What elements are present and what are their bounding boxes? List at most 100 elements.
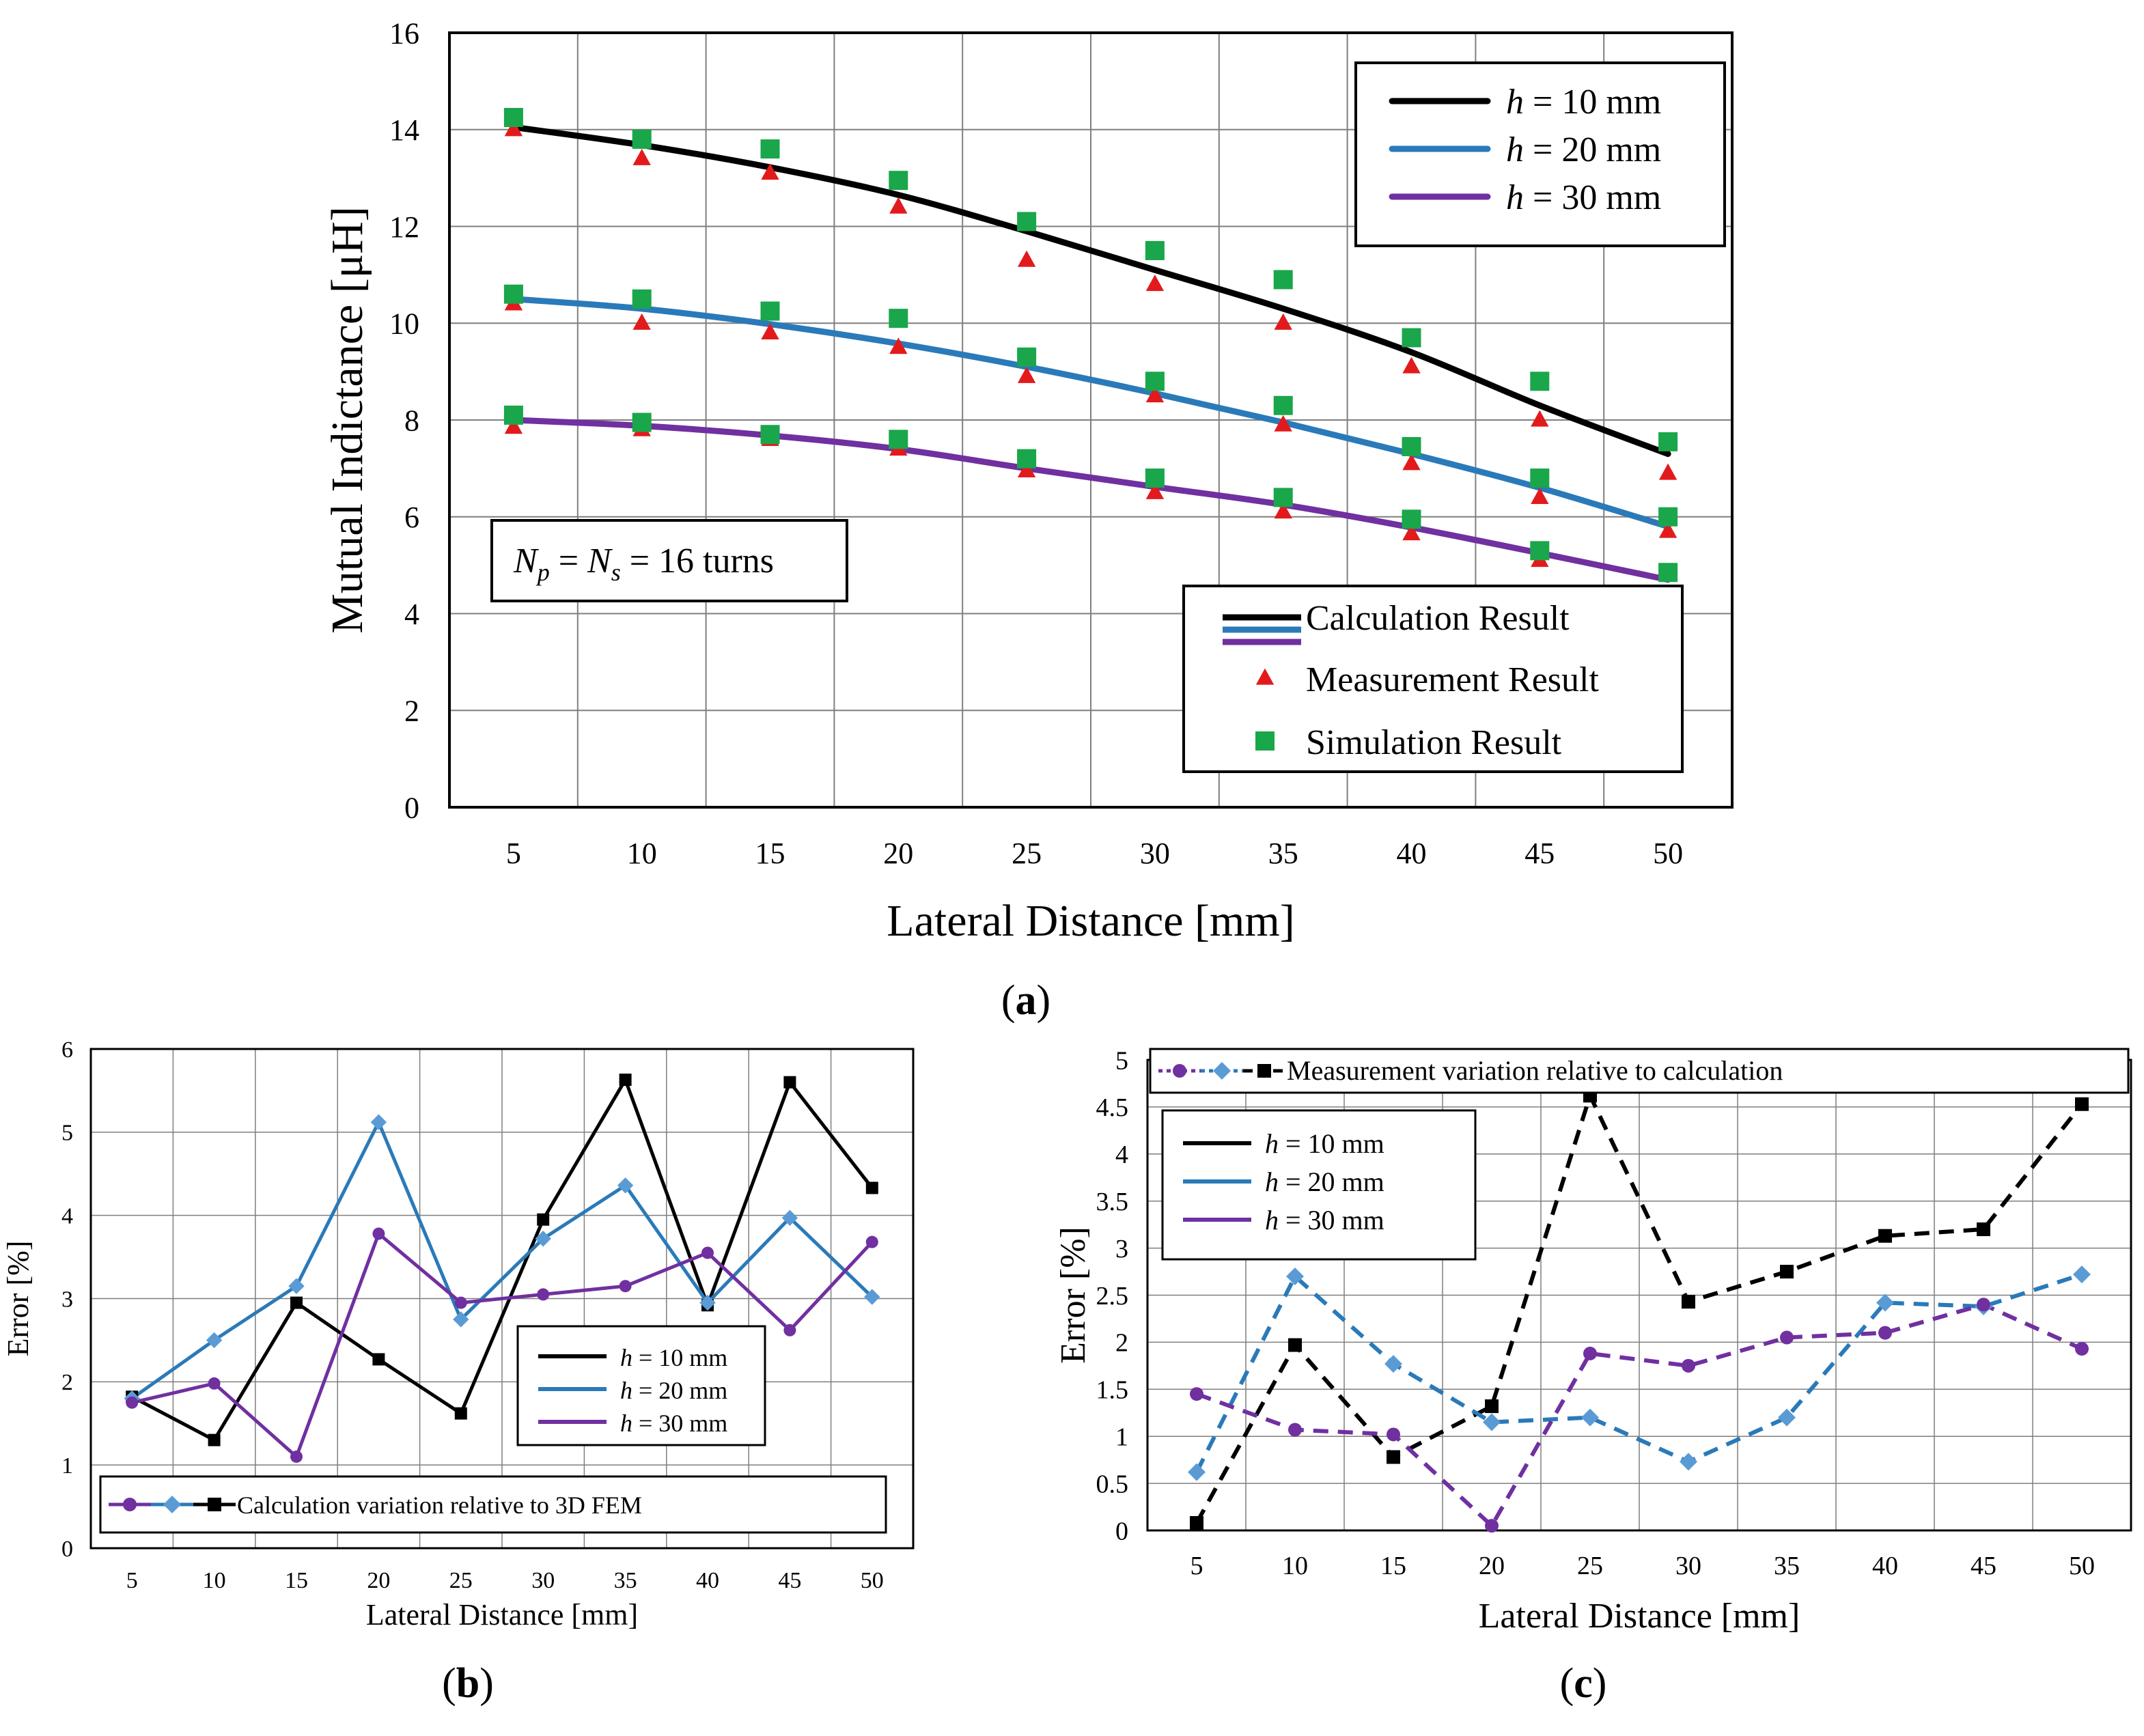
data-point-h30 (1878, 1326, 1892, 1340)
y-tick-label: 8 (404, 404, 419, 437)
legend-box (1354, 61, 1726, 247)
x-tick-label: 20 (367, 1568, 390, 1593)
data-point-h30 (865, 1235, 878, 1248)
series-markers (124, 1074, 880, 1463)
y-tick-label: 4 (404, 598, 419, 631)
y-tick-label: 0 (404, 791, 419, 824)
legend-entry: h = 30 mm (1265, 1205, 1384, 1235)
simulation-point (503, 284, 523, 304)
legend-entry: h = 20 mm (620, 1377, 727, 1404)
y-tick-label: 4 (1115, 1140, 1128, 1169)
data-point-h20 (2073, 1265, 2091, 1284)
x-tick-label: 20 (1479, 1552, 1505, 1580)
equals: = (550, 542, 587, 580)
panel-letter: b (456, 1660, 479, 1707)
legend-label: = 20 mm (632, 1377, 727, 1404)
legend-h-symbol: h (1506, 83, 1524, 122)
legend-marker-h20 (1213, 1062, 1231, 1080)
data-point-h10 (1190, 1515, 1203, 1530)
data-point-h20 (535, 1231, 551, 1247)
legend-marker-h10 (1257, 1064, 1271, 1078)
x-tick-label: 25 (1012, 837, 1042, 870)
legend-marker-h30 (123, 1498, 137, 1511)
x-tick-label: 10 (1282, 1552, 1308, 1580)
legend-box (1149, 1048, 2130, 1094)
simulation-point (1402, 436, 1421, 456)
data-point-h20 (288, 1278, 305, 1294)
legend-h-symbol: h (620, 1377, 632, 1404)
measurement-point (1658, 521, 1677, 538)
simulation-point (1145, 240, 1165, 260)
y-tick-label: 12 (389, 210, 419, 244)
legend-h-symbol: h (1265, 1166, 1279, 1197)
y-tick-label: 5 (1115, 1046, 1128, 1075)
y-tick-label: 3.5 (1096, 1188, 1129, 1216)
data-point-h20 (699, 1294, 716, 1311)
panel-label: (b) (442, 1660, 494, 1707)
simulation-point (1273, 395, 1293, 415)
legend-sim-label: Simulation Result (1306, 723, 1562, 762)
x-tick-label: 5 (506, 837, 521, 870)
x-tick-label: 5 (126, 1568, 138, 1593)
y-tick-label: 14 (389, 113, 419, 147)
y-tick-label: 1.5 (1096, 1376, 1129, 1405)
x-tick-label: 50 (1653, 837, 1683, 870)
data-point-h30 (1190, 1387, 1203, 1401)
legend-entry: h = 30 mm (1506, 178, 1661, 217)
legend-marker-h10 (208, 1498, 221, 1511)
y-tick-label: 1 (1115, 1423, 1128, 1452)
panel-paren-open: ( (442, 1660, 456, 1707)
error-line-h30 (1195, 1302, 2083, 1528)
subscript-p: p (535, 559, 550, 586)
simulation-point (1530, 541, 1550, 561)
x-tick-label: 30 (531, 1568, 555, 1593)
data-point-h10 (1485, 1399, 1499, 1414)
legend-entry: h = 20 mm (1265, 1166, 1384, 1197)
simulation-point (632, 412, 652, 432)
annotation-text: Np = Ns = 16 turns (513, 542, 774, 586)
simulation-point (1530, 372, 1550, 391)
simulation-point (1273, 488, 1293, 507)
simulation-point (760, 139, 780, 159)
legend-label: = 10 mm (1524, 83, 1661, 122)
legend-label: = 30 mm (1524, 178, 1661, 217)
measurement-point (1145, 386, 1165, 403)
x-tick-label: 20 (883, 837, 913, 870)
measurement-point (889, 197, 908, 214)
panel-paren-close: ) (479, 1660, 494, 1707)
x-tick-label: 40 (1397, 837, 1427, 870)
x-tick-label: 25 (449, 1568, 473, 1593)
data-point-h10 (454, 1407, 467, 1420)
data-point-h20 (1876, 1293, 1894, 1312)
y-tick-label: 3 (61, 1287, 73, 1312)
legend-h: h = 10 mmh = 20 mmh = 30 mm (516, 1325, 766, 1446)
data-point-h10 (619, 1074, 632, 1087)
data-point-h20 (1581, 1408, 1599, 1427)
measurement-point (889, 337, 908, 354)
simulation-point (760, 425, 780, 445)
series-markers (1188, 1089, 2091, 1533)
y-tick-label: 3 (1115, 1235, 1128, 1263)
data-point-h20 (1384, 1355, 1402, 1373)
y-tick-label: 2 (404, 695, 419, 728)
measurement-point (1017, 250, 1036, 267)
data-point-h30 (1780, 1330, 1794, 1345)
measurement-point (1402, 356, 1421, 374)
data-point-h10 (1387, 1450, 1400, 1464)
data-point-h20 (864, 1289, 880, 1305)
plot-frame (448, 31, 1734, 809)
legend-label: = 20 mm (1524, 130, 1661, 169)
x-tick-label: 50 (861, 1568, 884, 1593)
legend-label: = 10 mm (1279, 1128, 1384, 1159)
legend-measurement-marker (1255, 668, 1275, 685)
legend-h-symbol: h (1265, 1205, 1279, 1235)
y-axis-label: Error [%] (1054, 1227, 1093, 1364)
series-lines (130, 1078, 874, 1459)
x-tick-label: 5 (1191, 1552, 1203, 1580)
turns-annotation: Np = Ns = 16 turns (490, 519, 848, 602)
y-tick-label: 4.5 (1096, 1093, 1129, 1122)
data-point-h10 (865, 1181, 878, 1194)
data-point-h20 (1286, 1267, 1304, 1285)
x-tick-label: 35 (614, 1568, 637, 1593)
